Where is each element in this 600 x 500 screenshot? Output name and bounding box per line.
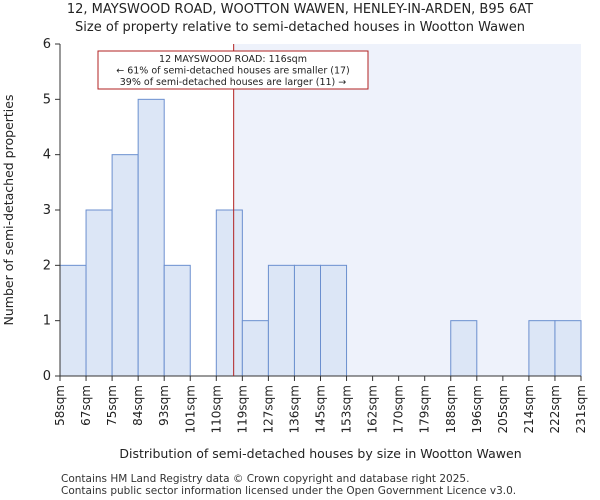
- x-tick-label: 214sqm: [522, 385, 536, 433]
- bar: [293, 264, 322, 377]
- x-tick-label: 170sqm: [392, 385, 406, 433]
- bar: [320, 264, 348, 377]
- x-tick-label: 136sqm: [287, 385, 301, 433]
- x-axis-label: Distribution of semi-detached houses by …: [119, 446, 521, 461]
- bar: [215, 209, 243, 377]
- footer-licence: Contains public sector information licen…: [61, 485, 517, 497]
- x-tick-label: 119sqm: [235, 385, 249, 433]
- y-tick-label: 5: [43, 92, 51, 107]
- x-tick-label: 58sqm: [53, 385, 67, 426]
- bar: [111, 154, 139, 377]
- x-tick-label: 127sqm: [261, 385, 275, 433]
- y-tick-label: 4: [43, 148, 51, 163]
- annotation-line: ← 61% of semi-detached houses are smalle…: [116, 66, 350, 77]
- x-tick-label: 196sqm: [470, 385, 484, 433]
- bar: [528, 320, 556, 377]
- x-tick-label: 101sqm: [183, 385, 197, 433]
- x-tick-label: 67sqm: [79, 385, 93, 426]
- x-tick-label: 205sqm: [496, 385, 510, 433]
- x-tick-label: 222sqm: [548, 385, 562, 433]
- annotation-line: 12 MAYSWOOD ROAD: 116sqm: [159, 54, 307, 65]
- bar: [85, 209, 113, 377]
- y-tick-label: 6: [43, 37, 51, 52]
- histogram-chart: 0 1 2 3 4 5 6 58sqm 67sqm 75sqm 84sqm 93sqm 101sqm 11…: [1, 37, 588, 461]
- bar: [163, 264, 191, 377]
- bar: [554, 320, 582, 377]
- chart-title: 12, MAYSWOOD ROAD, WOOTTON WAWEN, HENLEY…: [66, 2, 534, 17]
- bar: [241, 320, 269, 377]
- x-tick-label: 162sqm: [366, 385, 380, 433]
- bar: [59, 264, 87, 377]
- x-tick-label: 84sqm: [131, 385, 145, 426]
- bar: [267, 264, 295, 377]
- y-tick-label: 1: [43, 314, 51, 329]
- x-tick-label: 75sqm: [105, 385, 119, 426]
- y-tick-label: 0: [43, 369, 51, 384]
- annotation-box: [97, 50, 369, 90]
- x-tick-label: 145sqm: [314, 385, 328, 433]
- annotation-line: 39% of semi-detached houses are larger (…: [120, 77, 347, 88]
- x-tick-label: 188sqm: [444, 385, 458, 433]
- x-tick-label: 179sqm: [418, 385, 432, 433]
- y-axis-label: Number of semi-detached properties: [1, 95, 16, 326]
- bar: [450, 320, 478, 377]
- chart-subtitle: Size of property relative to semi-detach…: [75, 20, 525, 35]
- bar: [137, 98, 165, 377]
- x-tick-label: 153sqm: [340, 385, 354, 433]
- x-tick-label: 93sqm: [157, 385, 171, 426]
- y-tick-label: 3: [43, 203, 51, 218]
- y-tick-label: 2: [43, 258, 51, 273]
- x-tick-label: 231sqm: [574, 385, 588, 433]
- footer-copyright: Contains HM Land Registry data © Crown c…: [61, 473, 470, 485]
- x-tick-label: 110sqm: [209, 385, 223, 433]
